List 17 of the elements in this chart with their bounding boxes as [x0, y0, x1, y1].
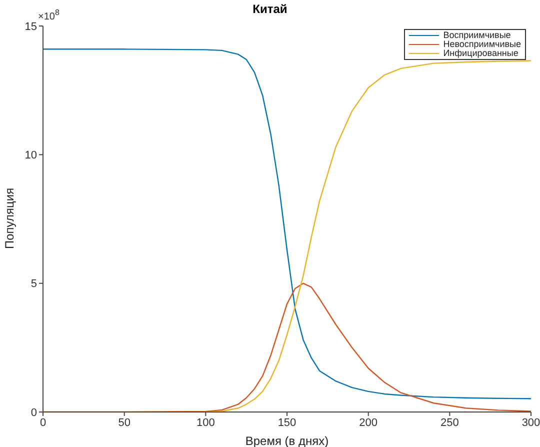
y-tick-label: 10: [24, 150, 37, 162]
x-tick-label: 50: [118, 416, 130, 429]
text: ×10$^{8}$: [38, 8, 60, 22]
x-tick-label: 100: [196, 416, 215, 429]
legend-label: Невосприимчивые: [443, 39, 521, 49]
x-tick-label: 300: [522, 416, 540, 429]
x-tick-label: 150: [278, 416, 296, 429]
chart-title: Китай: [252, 2, 288, 16]
y-axis-title: Популяция: [2, 188, 16, 249]
x-tick-label: 250: [440, 416, 459, 429]
y-tick-label: 5: [30, 278, 37, 290]
x-tick-label: 0: [40, 416, 46, 429]
legend-label: Инфицированные: [443, 48, 518, 58]
legend-label: Восприимчивые: [443, 30, 511, 40]
y-tick-label: 15: [24, 20, 37, 33]
y-tick-label: 0: [30, 406, 37, 419]
x-tick-label: 200: [359, 416, 378, 429]
